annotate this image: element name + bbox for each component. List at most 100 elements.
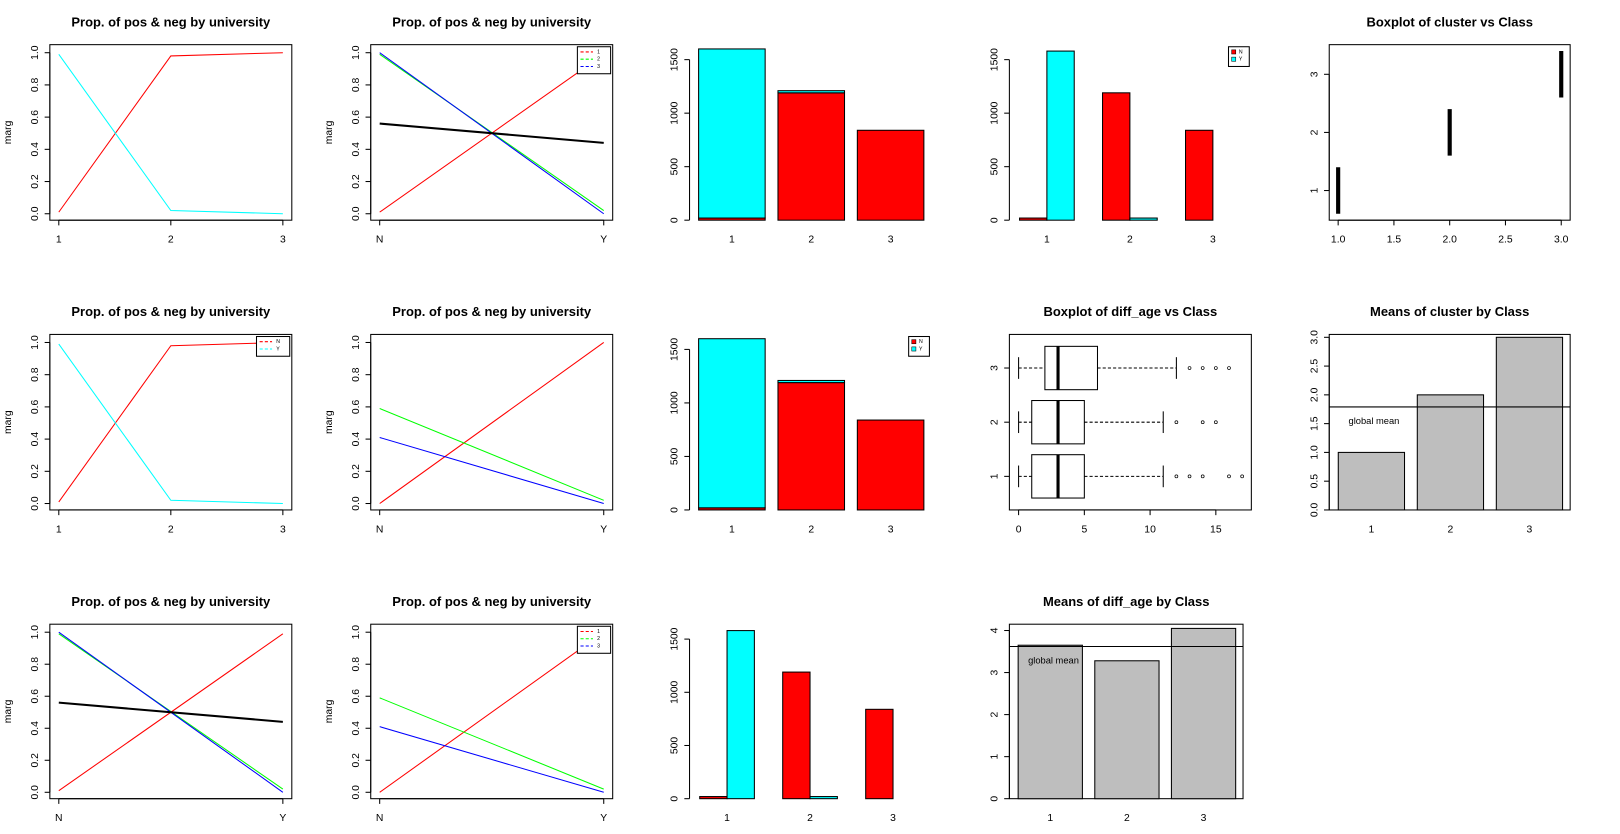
x-tick-label: 2.5	[1498, 235, 1513, 246]
x-tick-label: 3	[890, 813, 896, 824]
y-tick-label: 1.0	[351, 335, 362, 350]
series-line	[379, 697, 604, 790]
x-tick-label: 2	[168, 235, 174, 246]
y-tick-label: 0.4	[351, 432, 362, 447]
outlier	[1214, 366, 1218, 370]
x-tick-label: 1	[1047, 813, 1053, 824]
bar	[699, 796, 728, 800]
y-tick-label: 2.0	[1309, 387, 1320, 402]
y-tick-label: 0.0	[30, 785, 41, 800]
y-tick-label: 1	[990, 754, 1001, 760]
x-tick-label: 1.5	[1387, 235, 1402, 246]
y-tick-label: 500	[670, 158, 681, 176]
x-tick-label: 2	[1448, 524, 1454, 535]
y-tick-label: 2	[990, 711, 1001, 717]
bar	[1017, 644, 1083, 800]
y-tick-label: 1500	[670, 338, 681, 361]
legend-label: Y	[1239, 57, 1243, 63]
y-tick-label: 0.6	[30, 399, 41, 414]
legend-swatch	[911, 339, 917, 345]
bar-segment	[777, 379, 846, 384]
y-axis-label: marg	[324, 120, 335, 144]
y-tick-label: 0.2	[351, 753, 362, 768]
chart-title: Boxplot of cluster vs Class	[1366, 14, 1532, 29]
y-tick-label: 2	[990, 419, 1001, 425]
y-tick-label: 1500	[670, 48, 681, 71]
x-tick-label: 2	[1127, 235, 1133, 246]
y-tick-label: 1500	[670, 627, 681, 650]
y-tick-label: 0.8	[351, 77, 362, 92]
chart-title: Prop. of pos & neg by university	[71, 594, 271, 609]
series-line	[58, 341, 283, 503]
x-tick-label: Y	[600, 524, 607, 535]
y-tick-label: 0.0	[351, 496, 362, 511]
series-line	[58, 52, 283, 213]
y-tick-label: 0.2	[30, 753, 41, 768]
bar-segment	[698, 338, 766, 509]
x-tick-label: N	[376, 524, 383, 535]
series-line	[58, 343, 283, 505]
plot-frame	[49, 333, 293, 511]
y-tick-label: 0.8	[30, 367, 41, 382]
y-tick-label: 0.4	[30, 142, 41, 157]
chart-title: Prop. of pos & neg by university	[71, 304, 271, 319]
x-tick-label: 2	[168, 524, 174, 535]
reference-label: global mean	[1349, 416, 1400, 426]
y-tick-label: 1.0	[30, 335, 41, 350]
bar	[1170, 627, 1237, 800]
reference-label: global mean	[1028, 655, 1079, 665]
outlier	[1240, 474, 1244, 479]
x-tick-label: 2	[808, 524, 814, 535]
x-tick-label: 1	[1044, 235, 1050, 246]
y-tick-label: 1.5	[1309, 416, 1320, 431]
legend-label: 3	[597, 64, 600, 70]
y-tick-label: 1.0	[351, 45, 362, 60]
x-tick-label: Y	[600, 813, 607, 824]
bar	[1416, 394, 1485, 511]
series-line	[379, 726, 604, 793]
series-line	[379, 631, 605, 793]
series-line	[379, 436, 604, 505]
y-tick-label: 0	[990, 796, 1001, 802]
chart-title: Prop. of pos & neg by university	[392, 14, 592, 29]
series-line	[58, 54, 283, 215]
y-tick-label: 0	[670, 796, 681, 802]
legend-swatch	[1231, 56, 1237, 62]
y-tick-label: 3	[990, 365, 1001, 371]
y-tick-label: 0.5	[1309, 474, 1320, 489]
y-tick-label: 0.2	[351, 174, 362, 189]
y-tick-label: 0.6	[351, 399, 362, 414]
y-tick-label: 0.0	[30, 496, 41, 511]
y-tick-label: 0.8	[351, 657, 362, 672]
y-tick-label: 2.5	[1309, 359, 1320, 374]
bar	[1019, 217, 1048, 221]
x-tick-label: 3	[888, 235, 894, 246]
y-tick-label: 4	[990, 627, 1001, 633]
bar	[782, 671, 811, 800]
y-tick-label: 0.6	[351, 110, 362, 125]
x-tick-label: Y	[600, 235, 607, 246]
y-tick-label: 0.0	[351, 206, 362, 221]
y-tick-label: 1500	[990, 48, 1001, 71]
legend-label: 1	[597, 49, 600, 55]
y-tick-label: 0.8	[351, 367, 362, 382]
outlier	[1187, 474, 1192, 479]
outlier	[1174, 420, 1179, 425]
legend-label: 2	[597, 636, 600, 642]
y-tick-label: 0.6	[30, 110, 41, 125]
y-axis-label: marg	[324, 410, 335, 434]
legend-label: 3	[597, 643, 600, 649]
y-axis-label: marg	[3, 699, 14, 723]
x-tick-label: 15	[1210, 524, 1222, 535]
x-tick-label: 2	[807, 813, 813, 824]
chart-title: Boxplot of diff_age vs Class	[1044, 304, 1218, 319]
y-tick-label: 1000	[670, 101, 681, 124]
x-tick-label: 3.0	[1554, 235, 1569, 246]
chart-title: Prop. of pos & neg by university	[392, 304, 592, 319]
y-tick-label: 3	[1309, 71, 1320, 77]
series-line	[379, 122, 604, 144]
legend-swatch	[911, 346, 917, 352]
outlier	[1227, 474, 1231, 479]
